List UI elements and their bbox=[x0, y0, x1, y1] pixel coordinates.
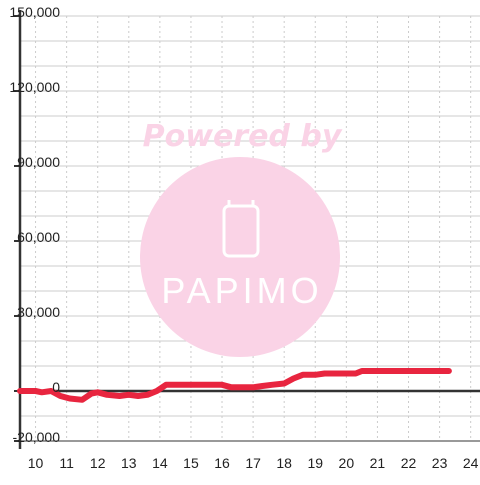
y-tick-label: 0 bbox=[52, 379, 60, 395]
x-tick-label: 23 bbox=[432, 455, 448, 471]
watermark-powered-by-text: Powered by bbox=[143, 119, 343, 154]
x-tick-label: 17 bbox=[245, 455, 261, 471]
x-tick-label: 10 bbox=[28, 455, 44, 471]
phone-icon bbox=[222, 200, 260, 258]
x-tick-label: 15 bbox=[183, 455, 199, 471]
x-tick-label: 18 bbox=[276, 455, 292, 471]
watermark: Powered by PAPIMO bbox=[140, 119, 343, 357]
y-tick-label: 120,000 bbox=[9, 79, 60, 95]
x-tick-label: 16 bbox=[214, 455, 230, 471]
x-tick-label: 14 bbox=[152, 455, 168, 471]
x-tick-label: 13 bbox=[121, 455, 137, 471]
x-tick-label: 20 bbox=[339, 455, 355, 471]
y-tick-label: 60,000 bbox=[17, 229, 60, 245]
tick-label-layer: -20,000 0 30,000 60,000 90,000 120,000 150,000… bbox=[9, 4, 478, 471]
x-tick-label: 11 bbox=[59, 455, 74, 471]
x-tick-label: 24 bbox=[463, 455, 479, 471]
x-tick-label: 12 bbox=[90, 455, 106, 471]
x-tick-label: 22 bbox=[401, 455, 417, 471]
y-tick-label: -20,000 bbox=[13, 429, 61, 445]
x-tick-label: 19 bbox=[307, 455, 323, 471]
y-tick-label: 30,000 bbox=[17, 304, 60, 320]
series-line bbox=[17, 368, 452, 403]
watermark-brand-text: PAPIMO bbox=[161, 270, 322, 311]
y-tick-label: 150,000 bbox=[9, 4, 60, 20]
x-tick-label: 21 bbox=[370, 455, 386, 471]
y-tick-label: 90,000 bbox=[17, 154, 60, 170]
series-layer bbox=[17, 368, 452, 403]
